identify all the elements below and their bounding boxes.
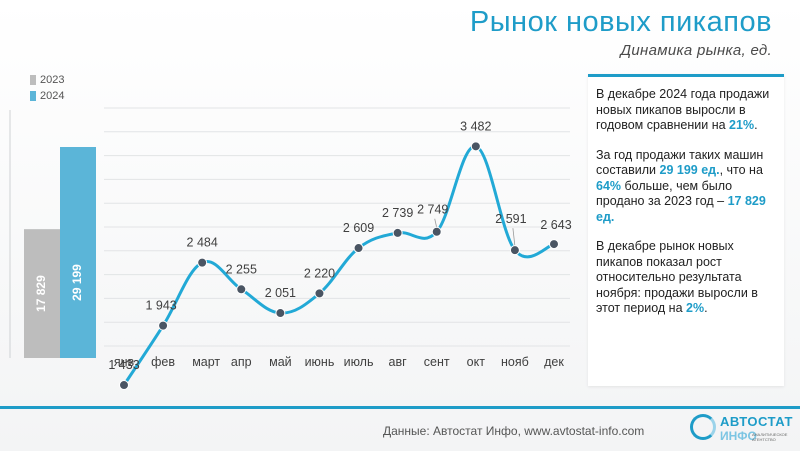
data-point [119, 380, 129, 391]
x-tick-label: июль [344, 355, 374, 369]
x-tick-label: март [192, 355, 220, 369]
data-point [431, 226, 442, 237]
x-tick-label: янв [114, 355, 135, 369]
chart-x-ticks: янв фев март апр май июнь июль авг сент окт нояб де… [114, 355, 565, 369]
point-value-label: 2 051 [265, 286, 296, 300]
insight-p1-text: В декабре 2024 года продажи новых пикапо… [596, 87, 770, 132]
x-tick-label: дек [544, 355, 564, 369]
point-value-label: 2 255 [226, 262, 257, 276]
x-tick-label: май [269, 355, 292, 369]
insight-p2-highlight-pct: 64% [596, 178, 622, 193]
legend-swatch-curr [30, 91, 36, 101]
point-value-label: 1 433 [108, 358, 139, 372]
x-tick-label: авг [389, 355, 408, 369]
insight-p2-mid: , что на [719, 163, 763, 177]
x-tick-label: окт [467, 355, 486, 369]
data-point [197, 257, 208, 268]
legend-label-curr: 2024 [40, 90, 65, 102]
label-leaders [434, 218, 516, 247]
data-source: Данные: Автостат Инфо, www.avtostat-info… [383, 424, 645, 438]
legend-swatch-prev [30, 75, 36, 85]
data-point [275, 308, 286, 319]
series-line-2024 [122, 144, 555, 386]
legend-label-prev: 2023 [40, 74, 65, 86]
data-point [314, 288, 325, 299]
logo-tagline: АНАЛИТИЧЕСКОЕ АГЕНТСТВО [752, 432, 788, 442]
page-title: Рынок новых пикапов [469, 6, 772, 38]
logo-text-bottom: ИНФО [720, 429, 757, 443]
data-point [509, 245, 520, 256]
legend-item-prev: 2023 [30, 72, 64, 88]
point-value-label: 2 484 [187, 236, 218, 250]
chart-points [119, 141, 559, 391]
point-value-label: 2 643 [540, 218, 571, 232]
insight-panel: В декабре 2024 года продажи новых пикапо… [588, 74, 784, 386]
insight-p1-highlight: 21% [729, 118, 755, 132]
footer-divider [0, 406, 800, 409]
insight-p3-text: В декабре рынок новых пикапов показал ро… [596, 239, 758, 315]
x-tick-label: фев [151, 355, 175, 369]
page-subtitle: Динамика рынка, ед. [620, 42, 772, 59]
insight-p1-end: . [754, 118, 758, 132]
insight-p2-highlight-prev: 17 829 ед. [596, 194, 766, 224]
legend: 2023 2024 [30, 72, 64, 104]
insight-p3-end: . [704, 301, 708, 315]
legend-item-curr: 2024 [30, 88, 64, 104]
insight-p2-tail: больше, чем было продано за 2023 год – [596, 178, 733, 209]
point-value-label: 2 220 [304, 266, 335, 280]
point-value-label: 2 609 [343, 221, 374, 235]
insight-paragraph-3: В декабре рынок новых пикапов показал ро… [596, 239, 776, 317]
data-point [353, 243, 364, 254]
insight-paragraph-2: За год продажи таких машин составили 29 … [596, 148, 776, 226]
x-tick-label: апр [231, 355, 252, 369]
x-tick-label: нояб [501, 355, 529, 369]
label-leader [434, 218, 438, 228]
data-point [158, 320, 169, 331]
point-value-label: 2 739 [382, 206, 413, 220]
data-point [392, 227, 403, 238]
point-value-label: 3 482 [460, 119, 491, 133]
logo-ring-icon [690, 414, 716, 440]
x-tick-label: июнь [305, 355, 335, 369]
insight-p2-text: За год продажи таких машин составили [596, 147, 764, 178]
insight-p2-highlight-total: 29 199 ед. [659, 163, 720, 177]
logo-text-top: АВТОСТАТ [720, 414, 793, 429]
data-point [470, 141, 481, 152]
chart-value-labels: 1 433 1 943 2 484 2 255 2 051 2 220 2 609 2 739… [108, 119, 571, 372]
x-tick-label: сент [424, 355, 450, 369]
brand-logo: АВТОСТАТ ИНФО АНАЛИТИЧЕСКОЕ АГЕНТСТВО [690, 412, 793, 446]
insight-paragraph-1: В декабре 2024 года продажи новых пикапо… [596, 87, 776, 134]
point-value-label: 2 749 [417, 203, 448, 217]
data-point [549, 239, 559, 250]
label-leader [512, 228, 516, 247]
point-value-label: 2 591 [495, 212, 526, 226]
data-point [236, 284, 247, 295]
insight-p3-highlight: 2% [686, 301, 705, 315]
point-value-label: 1 943 [145, 299, 176, 313]
